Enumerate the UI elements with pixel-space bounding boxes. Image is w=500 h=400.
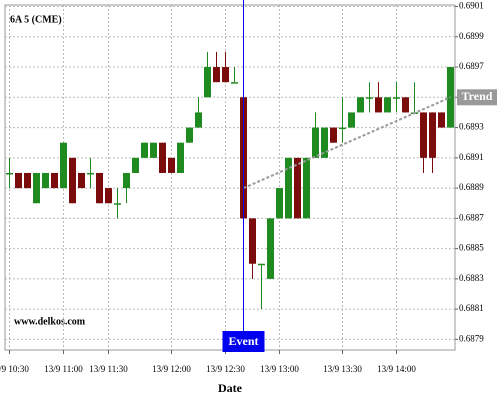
candle-body: [24, 172, 31, 189]
event-label-box: [222, 331, 265, 352]
candle-body: [429, 112, 436, 158]
candle-body: [330, 127, 337, 143]
candle-body: [285, 157, 292, 219]
candle-body: [123, 172, 130, 189]
candle-body: [6, 172, 13, 175]
candle-body: [195, 112, 202, 128]
candle-body: [132, 157, 139, 173]
y-tick-label: 0.6885: [459, 243, 484, 253]
y-tick-label: 0.6883: [459, 273, 484, 283]
candle-body: [258, 263, 265, 266]
y-tick-label: 0.6879: [459, 333, 484, 343]
candle-body: [69, 157, 76, 204]
candle-body: [348, 112, 355, 128]
y-tick-label: 0.6901: [459, 1, 484, 11]
candle-body: [60, 142, 67, 189]
candle-body: [51, 172, 58, 189]
x-tick-label: 13/9 11:00: [44, 364, 83, 374]
trend-label-box: [457, 89, 497, 106]
trend-label: Trend: [462, 89, 493, 103]
x-tick-label: 13/9 14:00: [377, 364, 416, 374]
candle-body: [96, 172, 103, 204]
y-tick-label: 0.6887: [459, 212, 484, 222]
candle-body: [339, 127, 346, 130]
candle-body: [312, 127, 319, 158]
candle-body: [15, 172, 22, 189]
x-tick-label: 13/9 12:30: [206, 364, 245, 374]
chart-title: 6A 5 (CME): [10, 14, 62, 25]
candle-body: [321, 127, 328, 158]
x-tick-label: 13/9 11:30: [89, 364, 128, 374]
candle-body: [420, 112, 427, 158]
candle-body: [168, 157, 175, 173]
y-tick-label: 0.6897: [459, 61, 484, 71]
candle-body: [366, 97, 373, 99]
y-tick-label: 0.6889: [459, 182, 484, 192]
x-tick-label: 13/9 13:30: [323, 364, 362, 374]
candle-body: [204, 67, 211, 98]
candle-body: [357, 97, 364, 113]
candle-body: [159, 142, 166, 173]
candle-body: [114, 203, 121, 205]
candle-body: [33, 172, 40, 204]
candle-body: [249, 218, 256, 264]
candle-body: [87, 172, 94, 175]
candle-body: [141, 142, 148, 158]
watermark: www.delkos.com: [14, 316, 86, 327]
x-tick-label: 13/9 10:30: [0, 364, 29, 374]
x-tick-label: 13/9 13:00: [260, 364, 299, 374]
candle-body: [276, 188, 283, 219]
candle-body: [303, 157, 310, 219]
candle-body: [177, 142, 184, 173]
y-tick-label: 0.6881: [459, 303, 484, 313]
event-label: Event: [229, 334, 259, 348]
candle-body: [375, 97, 382, 113]
candle-body: [393, 97, 400, 99]
candle-body: [42, 172, 49, 189]
trend-line: [243, 96, 451, 190]
candle-body: [402, 97, 409, 113]
x-tick-label: 13/9 12:00: [152, 364, 191, 374]
candle-body: [267, 218, 274, 279]
candle-body: [222, 67, 229, 83]
candle-body: [150, 142, 157, 158]
candle-body: [186, 127, 193, 143]
candle-body: [438, 112, 445, 128]
candle-body: [213, 67, 220, 83]
candle-body: [294, 157, 301, 219]
candle-body: [384, 97, 391, 113]
candle-body: [105, 188, 112, 204]
y-tick-label: 0.6893: [459, 122, 484, 132]
y-tick-label: 0.6891: [459, 152, 484, 162]
y-tick-label: 0.6899: [459, 31, 484, 41]
candle-body: [231, 82, 238, 84]
x-axis-label: Date: [218, 381, 243, 395]
candle-body: [78, 172, 85, 189]
